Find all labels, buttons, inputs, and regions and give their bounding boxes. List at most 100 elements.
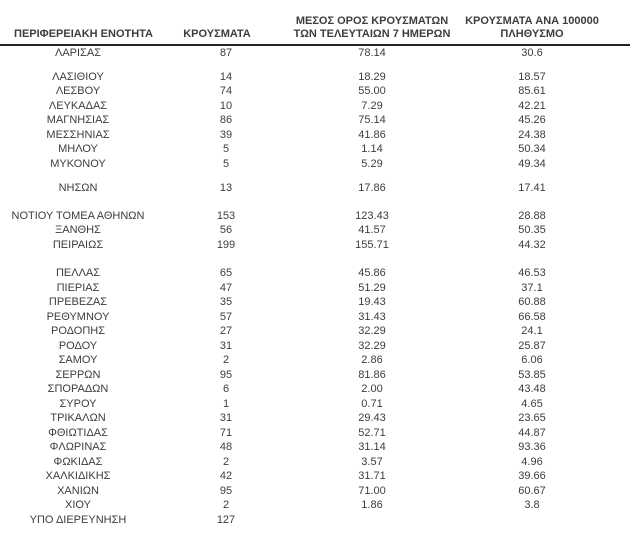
cases-value: 2 [222, 499, 230, 511]
table-row: ΠΙΕΡΙΑΣ 47 51.29 37.1 [0, 281, 630, 296]
table-row: ΛΑΡΙΣΑΣ 87 78.14 30.6 [0, 45, 630, 61]
region-name: ΧΙΟΥ [65, 499, 91, 511]
region-name: ΡΟΔΟΠΗΣ [50, 325, 106, 337]
row-spacer-cell [602, 426, 630, 441]
region-name: ΝΗΣΩΝ [58, 182, 98, 194]
row-spacer-cell [602, 324, 630, 339]
table-row: ΛΕΥΚΑΔΑΣ 10 7.29 42.21 [0, 99, 630, 114]
row-spacer-cell [602, 181, 630, 196]
cases-value: 35 [219, 296, 233, 308]
per100k-value: 93.36 [518, 441, 546, 453]
avg7-value: 55.00 [358, 85, 386, 97]
avg7-value: 31.43 [358, 310, 386, 323]
cases-value: 47 [219, 281, 233, 294]
table-row: ΦΩΚΙΔΑΣ 2 3.57 4.96 [0, 455, 630, 470]
table-row: ΜΕΣΣΗΝΙΑΣ 39 41.86 24.38 [0, 128, 630, 143]
per100k-value: 43.48 [518, 383, 546, 395]
region-name: ΣΠΟΡΑΔΩΝ [47, 383, 109, 395]
row-spacer-cell [602, 223, 630, 238]
table-row: ΞΑΝΘΗΣ 56 41.57 50.35 [0, 223, 630, 238]
row-spacer-cell [602, 382, 630, 397]
avg7-value: 1.14 [361, 143, 383, 155]
per100k-value: 6.06 [521, 354, 543, 366]
table-row: ΧΑΛΚΙΔΙΚΗΣ 42 31.71 39.66 [0, 469, 630, 484]
table-row: ΦΘΙΩΤΙΔΑΣ 71 52.71 44.87 [0, 426, 630, 441]
avg7-value: 5.29 [361, 157, 383, 170]
cases-value: 39 [219, 128, 233, 141]
cases-value: 14 [219, 70, 233, 83]
region-name: ΛΑΣΙΘΙΟΥ [52, 70, 104, 83]
column-header-avg7: ΜΕΣΟΣ ΟΡΟΣ ΚΡΟΥΣΜΑΤΩΝ ΤΩΝ ΤΕΛΕΥΤΑΙΩΝ 7 Η… [282, 0, 462, 46]
avg7-value: 17.86 [358, 182, 386, 194]
table-body: ΛΑΡΙΣΑΣ 87 78.14 30.6 ΛΑΣΙΘΙΟΥ 14 18.29 18.57 ΛΕ… [0, 45, 630, 527]
cases-value: 65 [219, 267, 233, 279]
table-row: ΡΕΘΥΜΝΟΥ 57 31.43 66.58 [0, 310, 630, 325]
table-row: ΤΡΙΚΑΛΩΝ 31 29.43 23.65 [0, 411, 630, 426]
avg7-value: 78.14 [358, 47, 386, 59]
cases-value: 87 [219, 47, 233, 59]
per100k-value [462, 513, 602, 528]
spacer-row [0, 61, 630, 70]
row-spacer-cell [602, 209, 630, 224]
column-header-cases: ΚΡΟΥΣΜΑΤΑ [170, 0, 282, 46]
table-row: ΣΥΡΟΥ 1 0.71 4.65 [0, 397, 630, 412]
cases-value: 2 [222, 354, 230, 366]
cases-value: 10 [219, 99, 233, 112]
table-row: ΧΙΟΥ 2 1.86 3.8 [0, 498, 630, 513]
row-spacer-cell [602, 368, 630, 383]
table-row: ΣΑΜΟΥ 2 2.86 6.06 [0, 353, 630, 368]
region-name: ΦΛΩΡΙΝΑΣ [49, 441, 107, 453]
spacer-row-cell [0, 61, 630, 70]
avg7-value: 3.57 [361, 455, 383, 468]
region-name: ΜΥΚΟΝΟΥ [50, 157, 106, 170]
avg7-value: 1.86 [361, 499, 383, 511]
row-spacer-cell [602, 238, 630, 253]
cases-value: 95 [219, 368, 233, 381]
row-spacer-cell [602, 45, 630, 61]
region-name: ΧΑΛΚΙΔΙΚΗΣ [45, 470, 111, 482]
spacer-row [0, 252, 630, 266]
cases-value: 31 [219, 412, 233, 424]
row-spacer-cell [602, 113, 630, 128]
region-name: ΧΑΝΙΩΝ [57, 484, 99, 497]
per100k-value: 50.34 [518, 143, 546, 155]
avg7-value: 2.86 [361, 354, 383, 366]
table-row: ΦΛΩΡΙΝΑΣ 48 31.14 93.36 [0, 440, 630, 455]
region-name: ΝΟΤΙΟΥ ΤΟΜΕΑ ΑΘΗΝΩΝ [11, 209, 145, 222]
per100k-value: 60.67 [518, 484, 546, 497]
row-spacer-cell [602, 295, 630, 310]
region-name: ΠΕΙΡΑΙΩΣ [52, 238, 104, 251]
per100k-value: 30.6 [521, 47, 543, 59]
cases-value: 199 [216, 238, 236, 251]
cases-value: 74 [219, 85, 233, 97]
region-name: ΣΑΜΟΥ [58, 354, 98, 366]
avg7-value: 0.71 [361, 397, 383, 410]
column-header-per100k-line2: ΠΛΗΘΥΣΜΟ [500, 28, 564, 40]
column-header-region-label: ΠΕΡΙΦΕΡΕΙΑΚΗ ΕΝΟΤΗΤΑ [14, 28, 154, 40]
row-spacer-cell [602, 440, 630, 455]
table-row: ΣΠΟΡΑΔΩΝ 6 2.00 43.48 [0, 382, 630, 397]
cases-value: 1 [222, 397, 230, 410]
row-spacer-cell [602, 411, 630, 426]
region-name: ΠΙΕΡΙΑΣ [56, 281, 100, 294]
avg7-value: 45.86 [358, 267, 386, 279]
cases-value: 27 [219, 325, 233, 337]
row-spacer-cell [602, 128, 630, 143]
spacer-row [0, 171, 630, 181]
avg7-value: 32.29 [358, 339, 386, 352]
per100k-value: 85.61 [518, 85, 546, 97]
per100k-value: 24.38 [518, 128, 546, 141]
avg7-value: 31.71 [358, 470, 386, 482]
avg7-value: 41.57 [358, 224, 386, 236]
table-row: ΥΠΟ ΔΙΕΡΕΥΝΗΣΗ 127 [0, 513, 630, 528]
row-spacer-cell [602, 513, 630, 528]
cases-value: 127 [216, 513, 236, 526]
cases-value: 5 [222, 157, 230, 170]
column-header-cases-label: ΚΡΟΥΣΜΑΤΑ [183, 28, 251, 40]
region-name: ΤΡΙΚΑΛΩΝ [50, 412, 106, 424]
avg7-value: 75.14 [358, 114, 386, 126]
cases-value: 57 [219, 310, 233, 323]
avg7-value: 7.29 [361, 99, 383, 112]
cases-value: 5 [222, 143, 230, 155]
cases-value: 42 [219, 470, 233, 482]
